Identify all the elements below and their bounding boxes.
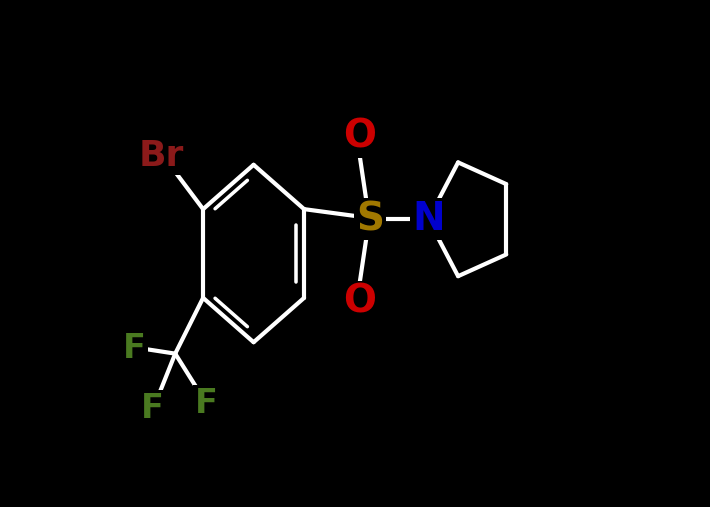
Text: F: F xyxy=(195,387,217,420)
Text: N: N xyxy=(412,200,444,238)
Text: F: F xyxy=(141,392,163,425)
Text: O: O xyxy=(344,118,376,156)
Text: Br: Br xyxy=(138,139,184,173)
Text: S: S xyxy=(356,200,384,238)
Text: F: F xyxy=(123,332,146,365)
Text: O: O xyxy=(344,283,376,321)
